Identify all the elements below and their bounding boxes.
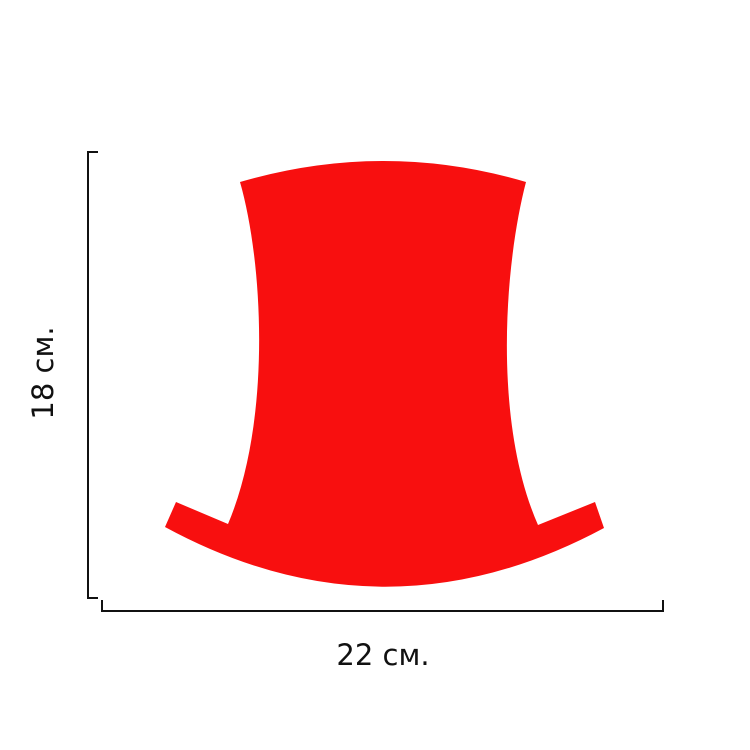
height-dimension-bracket	[87, 151, 98, 599]
hat-shape	[165, 161, 604, 587]
height-label: 18 см.	[26, 326, 60, 420]
width-dimension-bracket	[101, 600, 664, 612]
width-label: 22 см.	[336, 638, 430, 672]
